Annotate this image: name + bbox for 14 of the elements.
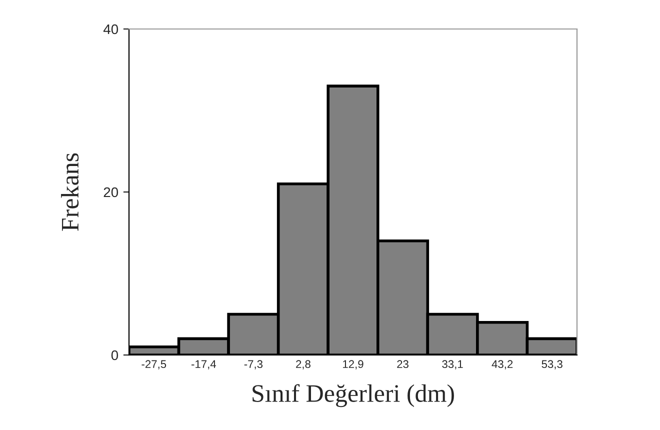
y-axis-title: Frekans	[61, 153, 79, 231]
x-tick-label: 23	[397, 360, 408, 368]
x-tick-label: 12,9	[343, 360, 364, 370]
x-tick-label: -27,5	[142, 360, 166, 370]
x-tick-label: -17,4	[192, 360, 216, 370]
y-tick-label: 0	[111, 350, 118, 360]
x-tick-label: 33,1	[442, 360, 463, 370]
x-axis-title: Sınıf Değerleri (dm)	[252, 384, 454, 408]
y-tick-label: 20	[104, 187, 118, 198]
x-tick-label: 53,3	[542, 360, 562, 370]
y-tick-label: 40	[103, 24, 118, 34]
x-tick-label: -7,3	[244, 360, 263, 370]
x-tick-label: 2,8	[296, 360, 310, 370]
x-tick-label: 43,2	[492, 360, 513, 370]
